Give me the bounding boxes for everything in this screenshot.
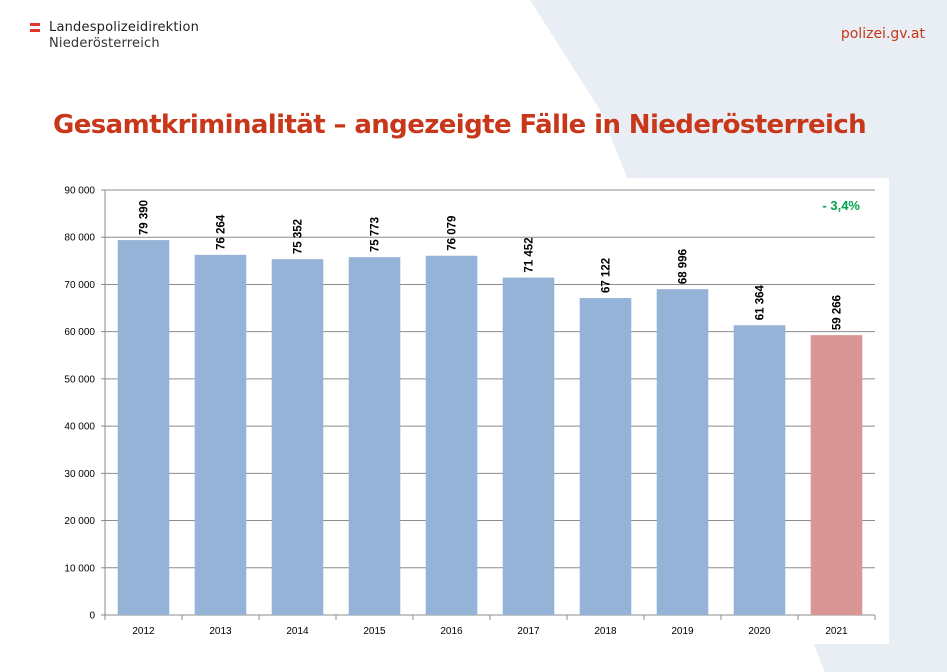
bar xyxy=(502,277,555,615)
bar xyxy=(810,335,863,615)
bar xyxy=(194,254,247,615)
y-tick-label: 10 000 xyxy=(64,563,95,574)
x-tick-label: 2014 xyxy=(286,626,309,637)
x-tick-label: 2021 xyxy=(825,626,848,637)
data-label: 68 996 xyxy=(678,249,690,284)
data-label: 75 352 xyxy=(293,219,305,254)
chart-panel: 0 10 000 20 000 30 000 40 000 50 000 60 000 70 … xyxy=(50,178,889,644)
y-tick-label: 90 000 xyxy=(64,186,95,197)
y-tick-label: 60 000 xyxy=(64,327,95,338)
x-tick-label: 2017 xyxy=(517,626,540,637)
bar xyxy=(271,259,324,615)
austria-flag-icon xyxy=(30,23,40,52)
x-tick-label: 2019 xyxy=(671,626,694,637)
x-tick-label: 2020 xyxy=(748,626,771,637)
data-label: 61 364 xyxy=(755,284,767,320)
data-label: 76 079 xyxy=(447,216,459,251)
org-name-line2: Niederösterreich xyxy=(49,36,160,51)
y-tick-label: 20 000 xyxy=(64,516,95,527)
org-name-line1: Landespolizeidirektion xyxy=(49,20,200,35)
bar xyxy=(425,255,478,616)
bar xyxy=(348,257,401,615)
y-tick-label: 30 000 xyxy=(64,469,95,480)
change-annotation: - 3,4% xyxy=(822,198,860,213)
x-tick-label: 2015 xyxy=(363,626,386,637)
y-tick-label: 0 xyxy=(89,611,95,622)
data-label: 59 266 xyxy=(832,295,844,330)
data-label: 79 390 xyxy=(139,200,151,235)
x-tick-label: 2018 xyxy=(594,626,617,637)
data-label: 76 264 xyxy=(216,214,228,250)
bar xyxy=(656,289,709,615)
bar-chart: 0 10 000 20 000 30 000 40 000 50 000 60 000 70 … xyxy=(64,186,876,637)
bar xyxy=(579,298,632,615)
slide-title: Gesamtkriminalität – angezeigte Fälle in… xyxy=(53,110,867,140)
org-logo: Landespolizeidirektion Niederösterreich xyxy=(30,20,199,52)
data-label: 67 122 xyxy=(601,258,613,293)
x-tick-label: 2012 xyxy=(132,626,155,637)
data-label: 75 773 xyxy=(370,217,382,252)
y-tick-label: 70 000 xyxy=(64,280,95,291)
y-tick-label: 40 000 xyxy=(64,422,95,433)
y-tick-label: 80 000 xyxy=(64,233,95,244)
bar xyxy=(733,325,786,615)
x-tick-label: 2016 xyxy=(440,626,463,637)
org-name: Landespolizeidirektion Niederösterreich xyxy=(49,20,199,52)
site-url-link[interactable]: polizei.gv.at xyxy=(840,26,925,42)
x-tick-label: 2013 xyxy=(209,626,232,637)
bar xyxy=(117,240,170,615)
y-tick-label: 50 000 xyxy=(64,374,95,385)
data-label: 71 452 xyxy=(524,237,536,272)
